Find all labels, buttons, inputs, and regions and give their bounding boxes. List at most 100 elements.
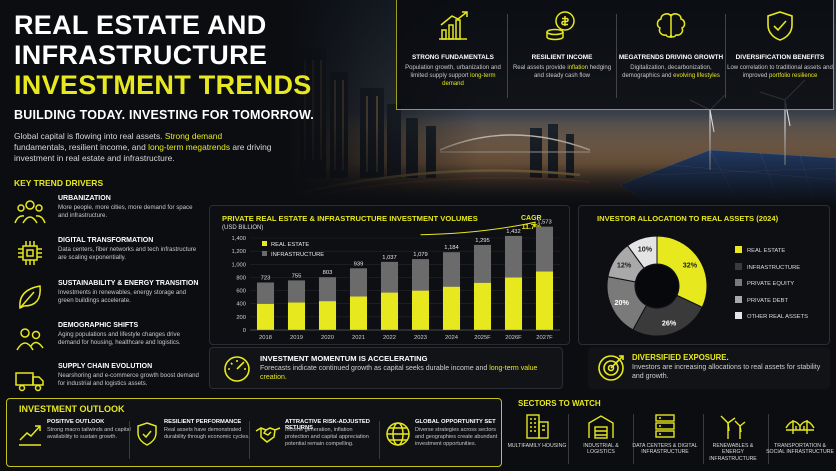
diversified-desc: Investors are increasing allocations to … (632, 364, 821, 380)
chart-unit-label: (USD BILLION) (222, 225, 264, 231)
x-tick-label: 2024 (445, 335, 459, 341)
donut-slice (656, 235, 708, 308)
apartment-icon (526, 414, 549, 439)
feature-card-title: STRONG FUNDAMENTALS (412, 54, 494, 61)
page-subtitle: BUILDING TODAY. INVESTING FOR TOMORROW. (14, 108, 314, 122)
intro-part-3: are driving investment in real estate an… (14, 142, 272, 163)
divider (249, 421, 250, 459)
outlook-item-global: GLOBAL OPPORTUNITY SET Diverse strategie… (385, 419, 503, 463)
divider (379, 421, 380, 459)
x-tick-label: 2025F (474, 335, 491, 341)
feature-card-desc: Real assets provide inflation hedging an… (508, 64, 616, 80)
legend-item: PRIVATE DEBT (735, 295, 789, 304)
bridge-icon (785, 420, 815, 434)
momentum-title: INVESTMENT MOMENTUM IS ACCELERATING (260, 354, 428, 363)
donut-chart: 32% 26% 20% 12% 10% (606, 235, 708, 337)
page-title: REAL ESTATE AND INFRASTRUCTURE INVESTMEN… (14, 10, 312, 100)
y-tick-label: 800 (236, 275, 246, 281)
momentum-callout: INVESTMENT MOMENTUM IS ACCELERATING Fore… (209, 347, 563, 389)
outlook-item-title: RESILIENT PERFORMANCE (164, 419, 242, 425)
legend-item: PRIVATE EQUITY (735, 279, 794, 287)
legend-label: PRIVATE DEBT (747, 297, 789, 304)
coin-stack-icon (546, 11, 575, 41)
y-tick-label: 600 (236, 289, 246, 295)
diversified-callout: DIVERSIFIED EXPOSURE. Investors are incr… (588, 347, 830, 389)
title-line-2: INFRASTRUCTURE (14, 40, 268, 70)
sectors-title: SECTORS TO WATCH (518, 399, 601, 408)
y-tick-label: 400 (236, 302, 246, 308)
driver-title: DEMOGRAPHIC SHIFTS (58, 322, 139, 329)
outlook-item-desc: Diverse strategies across sectors and ge… (415, 427, 498, 447)
bar-real-estate (473, 282, 492, 330)
bar-infrastructure (411, 259, 430, 291)
legend-label: INFRASTRUCTURE (747, 264, 801, 271)
bar-total-label: 755 (292, 273, 302, 279)
outlook-item-positive: POSITIVE OUTLOOK Strong macro tailwinds … (17, 419, 135, 463)
bar-real-estate (287, 302, 306, 330)
x-tick-label: 2027F (536, 335, 553, 341)
bar-total-label: 1,295 (475, 238, 490, 244)
growth-chart-icon (439, 11, 468, 40)
shield-check-icon (767, 11, 793, 41)
title-line-1: REAL ESTATE AND (14, 10, 267, 40)
title-line-3: INVESTMENT TRENDS (14, 70, 312, 100)
x-tick-label: 2023 (414, 335, 427, 341)
slice-label: 12% (617, 261, 632, 270)
intro-highlight-1: Strong demand (164, 131, 223, 141)
feature-card-highlight: inflation (567, 65, 589, 71)
divider (703, 414, 704, 464)
bar-total-label: 1,037 (382, 255, 397, 261)
donut-hole (636, 265, 678, 307)
legend-swatch (735, 295, 742, 303)
bar-infrastructure (473, 244, 492, 283)
cagr-label: CAGR 11.7% (521, 214, 542, 232)
bar-infrastructure (380, 261, 399, 293)
bar-total-label: 803 (323, 270, 333, 276)
feature-card-megatrends: MEGATRENDS DRIVING GROWTH Digitalization… (617, 10, 725, 80)
y-tick-label: 0 (243, 328, 246, 334)
legend-swatch (735, 279, 742, 286)
x-tick-label: 2022 (383, 335, 396, 341)
people-icon (14, 200, 46, 224)
investor-allocation-panel: INVESTOR ALLOCATION TO REAL ASSETS (2024… (578, 205, 830, 345)
x-tick-label: 2018 (259, 335, 272, 341)
feature-card-desc-text: Low correlation to traditional assets an… (727, 65, 833, 79)
feature-card-highlight: long-term demand (442, 73, 496, 87)
y-tick-label: 1,200 (231, 249, 246, 255)
x-tick-label: 2026F (505, 335, 522, 341)
truck-icon (15, 372, 44, 392)
cagr-title: CAGR (521, 215, 542, 222)
sector-label: TRANSPORTATION & SOCIAL INFRASTRUCTURE (766, 443, 834, 456)
driver-item-supply-chain: SUPPLY CHAIN EVOLUTION Nearshoring and e… (14, 363, 204, 405)
legend-swatch (735, 262, 742, 270)
legend-swatch (262, 241, 267, 246)
divider (633, 414, 634, 464)
driver-desc: Nearshoring and e-commerce growth boost … (58, 372, 199, 387)
feature-card-fundamentals: STRONG FUNDAMENTALS Population growth, u… (399, 10, 507, 88)
divider (507, 14, 508, 98)
slice-label: 10% (638, 244, 653, 253)
bar-total-label: 723 (261, 275, 271, 281)
legend-label: REAL ESTATE (747, 248, 786, 254)
bar-total-label: 939 (354, 261, 364, 267)
legend-swatch (262, 251, 267, 256)
bar-real-estate (411, 290, 430, 330)
momentum-highlight: long-term value creation. (260, 365, 538, 381)
outlook-item-returns: ATTRACTIVE RISK-ADJUSTED RETURNS Income … (255, 419, 373, 463)
outlook-item-desc: Real assets have demonstrated durability… (164, 427, 250, 440)
y-tick-label: 1,000 (231, 262, 246, 268)
warehouse-icon (588, 415, 614, 439)
driver-desc: More people, more cities, more demand fo… (58, 204, 193, 219)
bar-chart: 0 200 400 600 800 1,000 1,200 1,400 723 2018 755 20… (231, 220, 560, 341)
bar-total-label: 1,079 (413, 252, 428, 258)
feature-card-desc: Low correlation to traditional assets an… (726, 64, 834, 80)
bar-infrastructure (504, 235, 523, 278)
chart-title: PRIVATE REAL ESTATE & INFRASTRUCTURE INV… (222, 214, 478, 223)
bar-total-label: 1,184 (444, 245, 459, 251)
bar-infrastructure (349, 268, 368, 297)
feature-card-income: RESILIENT INCOME Real assets provide inf… (508, 10, 616, 80)
bar-real-estate (318, 301, 337, 330)
feature-card-desc-text-2: hedging and steady cash flow (533, 65, 612, 79)
driver-title: URBANIZATION (58, 195, 111, 202)
